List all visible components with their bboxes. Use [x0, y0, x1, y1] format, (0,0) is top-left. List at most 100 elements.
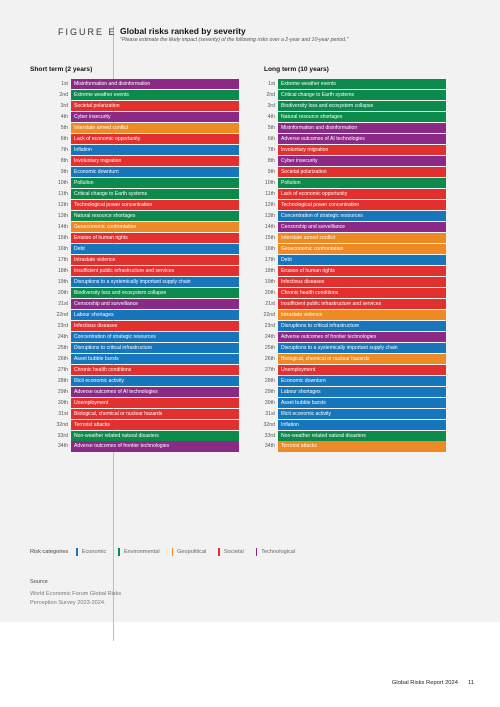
risk-bar: Biodiversity loss and ecosystem collapse [71, 287, 239, 298]
rank-label: 18th [264, 267, 275, 274]
rank-label: 34th [57, 443, 68, 450]
risk-bar: Biological, chemical or nuclear hazards [71, 408, 239, 419]
risk-bar: Chronic health conditions [71, 364, 239, 375]
risk-bar: Asset bubble bursts [278, 397, 446, 408]
rank-label: 26th [57, 355, 68, 362]
rank-label: 27th [264, 366, 275, 373]
rank-label: 32nd [56, 421, 68, 428]
rank-label: 20th [264, 289, 275, 296]
legend-item: Economic [76, 548, 106, 556]
rank-label: 24th [57, 333, 68, 340]
rank-label: 29th [57, 388, 68, 395]
rank-label: 23rd [57, 322, 68, 329]
legend: Risk categories Economic Environmental Geo… [30, 548, 307, 556]
legend-item: Geopolitical [171, 548, 207, 556]
figure-subtitle: "Please estimate the likely impact (seve… [120, 37, 349, 43]
rank-label: 18th [57, 267, 68, 274]
risk-bar: Disruptions to a systemically important … [278, 342, 446, 353]
rank-label: 16th [264, 245, 275, 252]
rank-label: 5th [267, 124, 275, 131]
rank-label: 27th [57, 366, 68, 373]
rank-label: 26th [264, 355, 275, 362]
risk-bar: Debt [71, 243, 239, 254]
legend-swatch [171, 548, 174, 556]
rank-label: 8th [267, 157, 275, 164]
risk-bar: Pollution [71, 177, 239, 188]
risk-bar: Infectious diseases [71, 320, 239, 331]
rank-label: 30th [57, 399, 68, 406]
rank-label: 13th [57, 212, 68, 219]
rank-label: 23rd [264, 322, 275, 329]
rank-label: 29th [264, 388, 275, 395]
rank-label: 15th [264, 234, 275, 241]
legend-swatch [118, 548, 120, 556]
rank-label: 21st [265, 300, 275, 307]
rank-label: 11th [58, 190, 68, 197]
rank-label: 20th [57, 289, 68, 296]
risk-bar: Lack of economic opportunity [278, 188, 446, 199]
rank-label: 9th [267, 168, 275, 175]
risk-bar: Terrorist attacks [71, 419, 239, 430]
risk-bar: Asset bubble bursts [71, 353, 239, 364]
risk-bar: Adverse outcomes of frontier technologie… [278, 331, 446, 342]
rank-label: 19th [57, 278, 68, 285]
legend-item: Societal [218, 548, 244, 556]
risk-bar: Inflation [278, 419, 446, 430]
rank-label: 14th [57, 223, 68, 230]
rank-label: 22nd [56, 311, 68, 318]
legend-item: Environmental [118, 548, 160, 556]
risk-bar: Censorship and surveillance [71, 298, 239, 309]
figure-label: FIGURE E [58, 27, 117, 37]
risk-bar: Geoeconomic confrontation [278, 243, 446, 254]
risk-bar: Misinformation and disinformation [278, 122, 446, 134]
rank-label: 13th [264, 212, 275, 219]
legend-swatch [76, 548, 78, 556]
risk-bar: Censorship and surveillance [278, 221, 446, 232]
risk-bar: Involuntary migration [278, 144, 446, 156]
risk-bar: Economic downturn [278, 375, 446, 386]
legend-label: Risk categories [30, 549, 69, 555]
rank-label: 28th [264, 377, 275, 384]
risk-bar: Natural resource shortages [71, 210, 239, 221]
rank-label: 11th [265, 190, 275, 197]
rank-label: 2nd [266, 91, 275, 98]
risk-bar: Interstate armed conflict [71, 122, 239, 134]
legend-swatch [218, 548, 220, 556]
risk-bar: Technological power concentration [71, 199, 239, 210]
risk-bar: Labour shortages [71, 309, 239, 320]
legend-text: Environmental [123, 549, 160, 555]
rank-label: 21st [58, 300, 68, 307]
risk-bar: Insufficient public infrastructure and s… [278, 298, 446, 309]
rank-label: 1st [268, 81, 275, 87]
rank-label: 12th [57, 201, 68, 208]
rank-label: 25th [57, 344, 68, 351]
rank-label: 17th [264, 256, 275, 263]
legend-text: Technological [261, 549, 296, 555]
source-block: Source World Economic Forum Global Risks… [30, 578, 121, 608]
report-name: Global Risks Report 2024 [391, 680, 458, 686]
risk-bar: Adverse outcomes of frontier technologie… [71, 441, 239, 452]
rank-label: 8th [60, 157, 68, 164]
risk-bar: Disruptions to a systemically important … [71, 276, 239, 287]
rank-label: 6th [267, 135, 275, 142]
rank-label: 7th [60, 146, 68, 153]
risk-bar: Critical change to Earth systems [71, 188, 239, 199]
legend-item: Technological [255, 548, 296, 556]
risk-bar: Involuntary migration [71, 155, 239, 167]
rank-label: 10th [57, 179, 68, 186]
risk-bar: Societal polarization [278, 166, 446, 178]
risk-bar: Insufficient public infrastructure and s… [71, 265, 239, 276]
rank-label: 25th [264, 344, 275, 351]
source-line: World Economic Forum Global Risks [30, 591, 122, 597]
risk-bar: Intrastate violence [278, 309, 446, 320]
risk-bar: Chronic health conditions [278, 287, 446, 298]
legend-text: Economic [81, 549, 107, 555]
risk-bar: Terrorist attacks [278, 441, 446, 452]
rank-label: 34th [264, 443, 275, 450]
risk-bar: Economic downturn [71, 166, 239, 178]
rank-label: 12th [264, 201, 275, 208]
risk-bar: Adverse outcomes of AI technologies [71, 386, 239, 397]
rank-label: 28th [57, 377, 68, 384]
legend-text: Geopolitical [177, 549, 207, 555]
source-line: Perception Survey 2023-2024. [30, 600, 106, 606]
